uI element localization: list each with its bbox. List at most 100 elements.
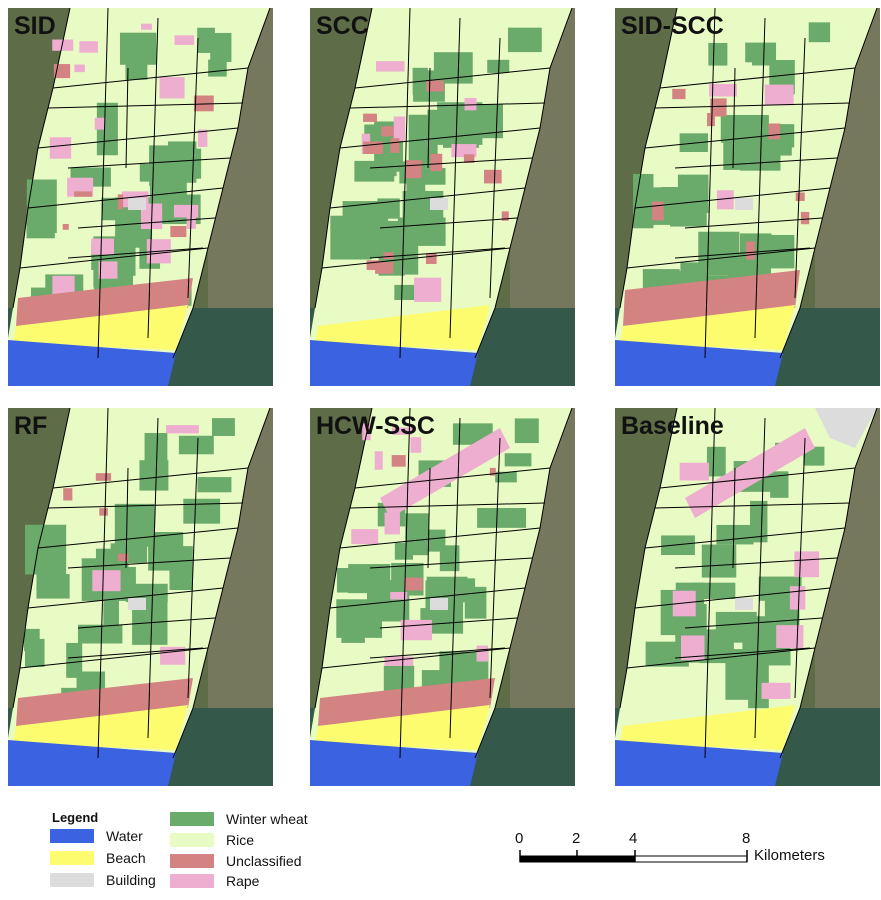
legend-swatch bbox=[50, 873, 94, 887]
field-boundary bbox=[704, 8, 716, 359]
field-boundary bbox=[12, 8, 71, 309]
unclassified-patch bbox=[745, 241, 755, 260]
rape-field bbox=[375, 61, 405, 72]
rape-field bbox=[197, 129, 208, 147]
legend-item-rice: Rice bbox=[170, 832, 254, 848]
scale-bar: 0 2 4 8 Kilometers bbox=[510, 830, 850, 880]
field-boundary bbox=[674, 557, 838, 569]
field-boundary bbox=[379, 217, 518, 229]
field-boundary bbox=[794, 37, 806, 299]
classification-map bbox=[8, 8, 273, 386]
water-area bbox=[310, 340, 478, 386]
rape-field bbox=[400, 619, 432, 641]
winter-wheat-field bbox=[119, 32, 157, 65]
winter-wheat-field bbox=[36, 574, 70, 599]
map-panel-sid: SID bbox=[8, 8, 273, 386]
unclassified-band bbox=[318, 678, 495, 726]
building-patch bbox=[815, 408, 877, 448]
classification-map bbox=[310, 8, 575, 386]
scale-tick-label: 2 bbox=[572, 830, 581, 847]
field-boundary bbox=[314, 408, 373, 709]
field-boundary bbox=[314, 8, 373, 309]
unclassified-patch bbox=[404, 577, 423, 591]
unclassified-patch bbox=[383, 252, 394, 260]
rape-field bbox=[166, 425, 199, 434]
unclassified-patch bbox=[375, 262, 394, 274]
field-boundary bbox=[329, 587, 526, 609]
field-boundary bbox=[339, 527, 541, 549]
panel-title: HCW-SSC bbox=[316, 412, 435, 440]
unclassified-patch bbox=[390, 138, 400, 153]
field-boundary bbox=[125, 67, 129, 169]
beach-area bbox=[620, 705, 795, 750]
winter-wheat-field bbox=[748, 656, 769, 709]
field-boundary bbox=[67, 157, 231, 169]
field-boundary bbox=[619, 408, 678, 709]
winter-wheat-field bbox=[419, 168, 446, 185]
unclassified-patch bbox=[53, 64, 71, 79]
scale-tick-label: 4 bbox=[629, 830, 638, 847]
field-boundary bbox=[754, 417, 766, 739]
unclassified-patch bbox=[430, 153, 443, 172]
field-boundary bbox=[67, 557, 231, 569]
field-boundary bbox=[449, 17, 461, 339]
rape-field bbox=[709, 83, 737, 97]
legend-item-rape: Rape bbox=[170, 873, 259, 889]
unclassified-patch bbox=[404, 160, 422, 179]
winter-wheat-field bbox=[413, 529, 446, 552]
rape-field bbox=[716, 190, 734, 210]
field-boundary bbox=[754, 17, 766, 339]
water-area bbox=[8, 740, 176, 786]
unclassified-patch bbox=[99, 508, 108, 516]
unclassified-patch bbox=[391, 455, 406, 467]
unclassified-patch bbox=[710, 98, 727, 117]
winter-wheat-field bbox=[175, 556, 191, 573]
winter-wheat-field bbox=[750, 500, 768, 543]
rape-field bbox=[679, 462, 709, 481]
winter-wheat-field bbox=[808, 22, 831, 43]
winter-wheat-field bbox=[701, 544, 737, 578]
legend-swatch bbox=[50, 829, 94, 843]
field-boundary bbox=[659, 67, 856, 89]
building-patch bbox=[128, 598, 146, 610]
beach-area bbox=[13, 705, 188, 750]
winter-wheat-field bbox=[149, 145, 186, 186]
unclassified-band bbox=[16, 678, 193, 726]
field-boundary bbox=[427, 67, 431, 169]
field-boundary bbox=[674, 247, 811, 259]
winter-wheat-field bbox=[336, 568, 385, 593]
field-boundary bbox=[354, 67, 551, 89]
panel-title: RF bbox=[14, 412, 48, 440]
field-boundary bbox=[147, 17, 159, 339]
unclassified-patch bbox=[800, 211, 810, 225]
rape-field bbox=[384, 656, 414, 666]
legend-swatch bbox=[170, 833, 214, 847]
winter-wheat-field bbox=[716, 524, 754, 545]
winter-wheat-field bbox=[125, 61, 148, 80]
field-boundary bbox=[321, 647, 511, 669]
unclassified-patch bbox=[463, 154, 475, 163]
winter-wheat-field bbox=[680, 262, 706, 283]
rape-field bbox=[393, 116, 406, 141]
panel-title: SID-SCC bbox=[621, 12, 724, 40]
field-boundary bbox=[19, 647, 209, 669]
panel-title: Baseline bbox=[621, 412, 724, 440]
legend-label: Beach bbox=[106, 850, 146, 866]
map-panel-rf: RF bbox=[8, 408, 273, 786]
rape-field bbox=[476, 645, 489, 662]
field-boundary bbox=[626, 647, 816, 669]
winter-wheat-field bbox=[416, 191, 433, 242]
building-patch bbox=[735, 198, 753, 210]
field-boundary bbox=[674, 647, 811, 659]
field-boundary bbox=[449, 417, 461, 739]
unclassified-patch bbox=[117, 553, 129, 562]
winter-wheat-field bbox=[211, 418, 235, 436]
field-boundary bbox=[67, 647, 204, 659]
scale-tick-label: 0 bbox=[515, 830, 524, 847]
panel-title: SCC bbox=[316, 12, 369, 40]
rape-field bbox=[390, 591, 408, 600]
rape-field bbox=[464, 98, 477, 111]
field-boundary bbox=[339, 127, 541, 149]
field-boundary bbox=[47, 502, 244, 509]
field-boundary bbox=[626, 247, 816, 269]
